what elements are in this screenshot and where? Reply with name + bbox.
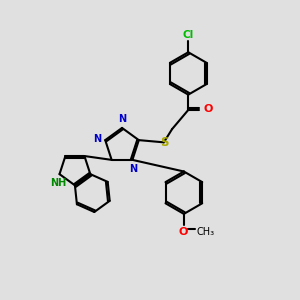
Text: Cl: Cl xyxy=(183,30,194,40)
Text: NH: NH xyxy=(50,178,66,188)
Text: S: S xyxy=(160,136,169,148)
Text: N: N xyxy=(118,114,126,124)
Text: N: N xyxy=(129,164,137,174)
Text: N: N xyxy=(94,134,102,144)
Text: CH₃: CH₃ xyxy=(196,226,214,237)
Text: O: O xyxy=(178,226,188,237)
Text: O: O xyxy=(203,104,212,114)
